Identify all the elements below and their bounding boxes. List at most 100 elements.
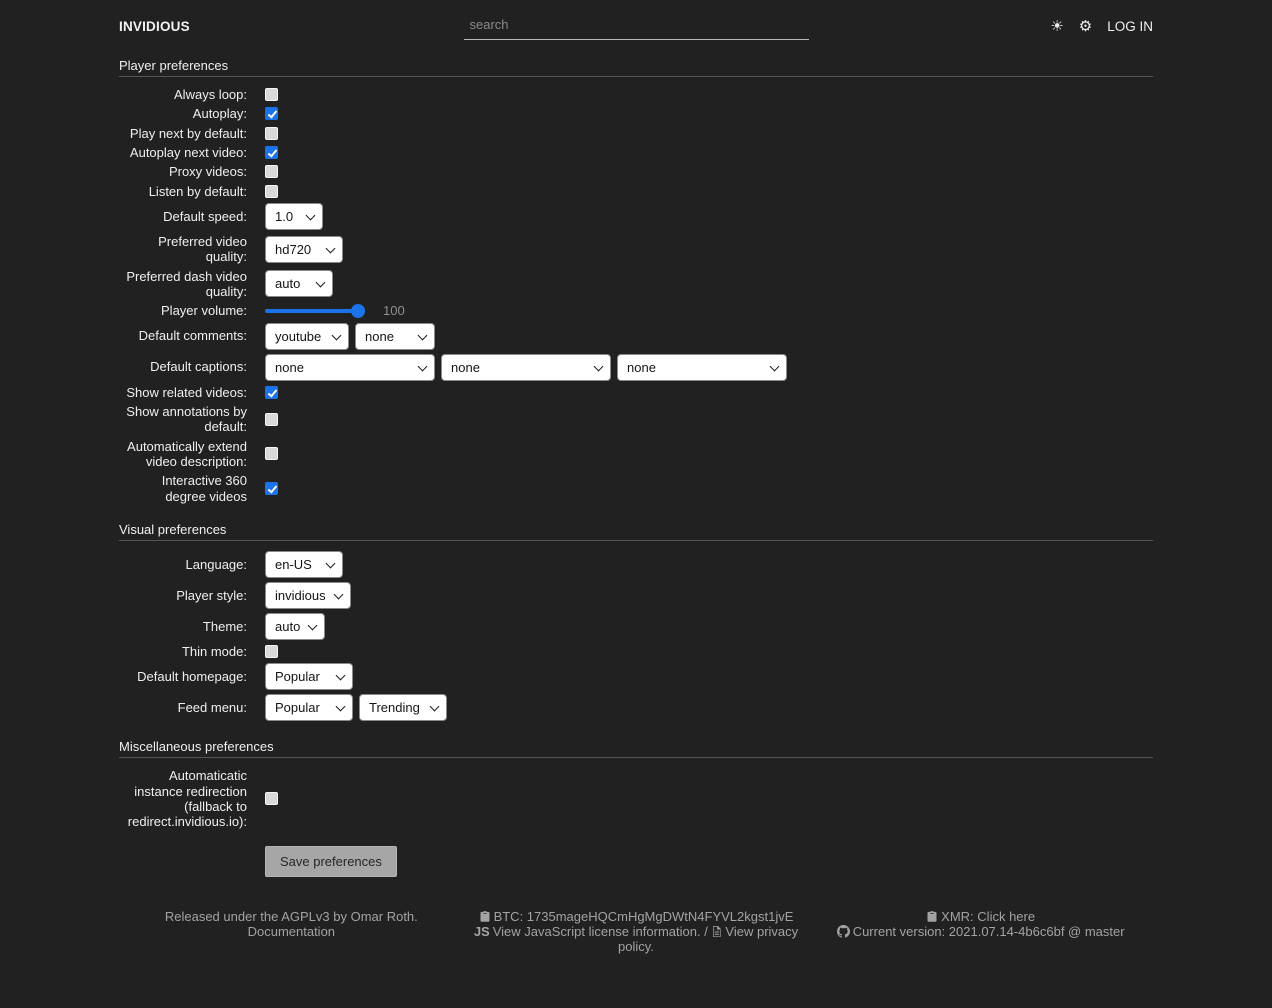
xmr-click-here-link[interactable]: Click here bbox=[977, 908, 1036, 924]
github-icon[interactable] bbox=[836, 924, 853, 939]
js-license-link[interactable]: View JavaScript license information. bbox=[492, 923, 701, 939]
js-icon: JS bbox=[473, 923, 490, 939]
row-default-speed: Default speed: 1.0 bbox=[119, 202, 1153, 230]
footer-left: Released under the AGPLv3 by Omar Roth. … bbox=[119, 909, 464, 954]
sun-icon[interactable]: ☀ bbox=[1050, 18, 1064, 35]
row-autoplay-next: Autoplay next video: bbox=[119, 145, 1153, 160]
xmr-label: XMR: bbox=[941, 908, 978, 924]
section-title-player: Player preferences bbox=[119, 58, 229, 73]
autoplay-next-label: Autoplay next video: bbox=[129, 144, 247, 160]
gear-icon[interactable]: ⚙ bbox=[1078, 18, 1093, 35]
thin-mode-checkbox[interactable] bbox=[265, 645, 278, 659]
annotations-checkbox[interactable] bbox=[265, 412, 278, 426]
feed-menu-label: Feed menu: bbox=[177, 700, 247, 716]
autoplay-checkbox[interactable] bbox=[265, 107, 278, 121]
listen-default-checkbox[interactable] bbox=[265, 184, 278, 198]
default-homepage-label: Default homepage: bbox=[137, 669, 247, 685]
footer: Released under the AGPLv3 by Omar Roth. … bbox=[119, 909, 1153, 974]
row-dash-quality: Preferred dash video quality: auto bbox=[119, 269, 1153, 300]
player-volume-slider[interactable] bbox=[265, 308, 365, 313]
dash-quality-label: Preferred dash video quality: bbox=[126, 268, 247, 299]
row-theme: Theme: auto bbox=[119, 612, 1153, 640]
row-proxy-videos: Proxy videos: bbox=[119, 164, 1153, 179]
row-video-quality: Preferred video quality: hd720 bbox=[119, 234, 1153, 265]
version-label: Current version: bbox=[852, 923, 949, 939]
row-extend-desc: Automatically extend video description: bbox=[119, 439, 1153, 470]
row-feed-menu: Feed menu: Popular Trending bbox=[119, 694, 1153, 722]
default-comments-select-2[interactable]: none bbox=[355, 322, 435, 350]
footer-middle: BTC: 1735mageHQCmHgMgDWtN4FYVL2kgst1jvE … bbox=[464, 909, 809, 954]
play-next-checkbox[interactable] bbox=[265, 126, 278, 140]
language-label: Language: bbox=[185, 556, 247, 572]
row-default-captions: Default captions: none none none bbox=[119, 353, 1153, 381]
version-link[interactable]: 2021.07.14-4b6c6bf @ master bbox=[948, 923, 1125, 939]
release-text: Released under the AGPLv3 by Omar Roth. bbox=[164, 908, 418, 924]
extend-desc-checkbox[interactable] bbox=[265, 447, 278, 461]
player-volume-label: Player volume: bbox=[161, 303, 247, 319]
default-captions-select-2[interactable]: none bbox=[441, 353, 611, 381]
play-next-label: Play next by default: bbox=[129, 125, 247, 141]
related-videos-checkbox[interactable] bbox=[265, 385, 278, 399]
always-loop-label: Always loop: bbox=[174, 87, 247, 102]
listen-default-label: Listen by default: bbox=[148, 183, 247, 199]
search-input[interactable] bbox=[463, 13, 809, 40]
row-language: Language: en-US bbox=[119, 550, 1153, 578]
row-default-comments: Default comments: youtube none bbox=[119, 322, 1153, 350]
autoplay-next-checkbox[interactable] bbox=[265, 146, 278, 160]
divider bbox=[119, 757, 1153, 759]
row-autoplay: Autoplay: bbox=[119, 106, 1153, 121]
divider bbox=[119, 539, 1153, 541]
row-player-volume: Player volume: 100 bbox=[119, 303, 1153, 318]
row-annotations: Show annotations by default: bbox=[119, 404, 1153, 435]
proxy-videos-label: Proxy videos: bbox=[168, 164, 247, 180]
default-captions-label: Default captions: bbox=[150, 359, 247, 375]
row-player-style: Player style: invidious bbox=[119, 581, 1153, 609]
section-title-visual: Visual preferences bbox=[119, 521, 227, 537]
auto-redirect-checkbox[interactable] bbox=[265, 792, 278, 806]
brand-logo[interactable]: INVIDIOUS bbox=[119, 19, 190, 34]
row-vr-mode: Interactive 360 degree videos bbox=[119, 473, 1153, 504]
auto-redirect-label: Automaticatic instance redirection (fall… bbox=[127, 768, 247, 830]
row-always-loop: Always loop: bbox=[119, 87, 1153, 102]
default-speed-select[interactable]: 1.0 bbox=[265, 202, 323, 230]
header: INVIDIOUS ☀ ⚙ LOG IN bbox=[119, 0, 1153, 40]
row-listen-default: Listen by default: bbox=[119, 184, 1153, 199]
default-captions-select-3[interactable]: none bbox=[617, 353, 787, 381]
always-loop-checkbox[interactable] bbox=[265, 88, 278, 102]
btc-address: BTC: 1735mageHQCmHgMgDWtN4FYVL2kgst1jvE bbox=[493, 908, 794, 924]
proxy-videos-checkbox[interactable] bbox=[265, 165, 278, 179]
vr-mode-checkbox[interactable] bbox=[265, 482, 278, 496]
extend-desc-label: Automatically extend video description: bbox=[127, 438, 247, 469]
documentation-link[interactable]: Documentation bbox=[247, 923, 336, 939]
privacy-policy-link[interactable]: View privacy policy. bbox=[618, 923, 799, 954]
footer-right: XMR: Click here Current version: 2021.07… bbox=[808, 909, 1153, 954]
section-title-misc: Miscellaneous preferences bbox=[119, 739, 274, 755]
language-select[interactable]: en-US bbox=[265, 550, 343, 578]
video-quality-select[interactable]: hd720 bbox=[265, 235, 343, 263]
video-quality-label: Preferred video quality: bbox=[158, 233, 247, 265]
feed-menu-select-1[interactable]: Popular bbox=[265, 694, 353, 722]
default-homepage-select[interactable]: Popular bbox=[265, 663, 353, 691]
related-videos-label: Show related videos: bbox=[126, 384, 247, 400]
default-speed-label: Default speed: bbox=[163, 208, 247, 224]
vr-mode-label: Interactive 360 degree videos bbox=[161, 473, 247, 504]
autoplay-label: Autoplay: bbox=[192, 106, 247, 122]
save-preferences-button[interactable]: Save preferences bbox=[265, 845, 397, 877]
dash-quality-select[interactable]: auto bbox=[265, 270, 333, 298]
row-default-homepage: Default homepage: Popular bbox=[119, 663, 1153, 691]
page-container: INVIDIOUS ☀ ⚙ LOG IN Player preferences … bbox=[119, 0, 1153, 974]
feed-menu-select-2[interactable]: Trending bbox=[359, 694, 447, 722]
thin-mode-label: Thin mode: bbox=[181, 643, 247, 659]
clipboard-icon[interactable] bbox=[479, 909, 494, 924]
login-link[interactable]: LOG IN bbox=[1107, 19, 1153, 34]
divider bbox=[119, 76, 1153, 77]
row-thin-mode: Thin mode: bbox=[119, 644, 1153, 659]
default-captions-select-1[interactable]: none bbox=[265, 353, 435, 381]
default-comments-label: Default comments: bbox=[138, 328, 247, 344]
theme-select[interactable]: auto bbox=[265, 612, 325, 640]
row-auto-redirect: Automaticatic instance redirection (fall… bbox=[119, 768, 1153, 829]
document-icon[interactable] bbox=[711, 924, 725, 939]
default-comments-select-1[interactable]: youtube bbox=[265, 322, 349, 350]
player-style-select[interactable]: invidious bbox=[265, 581, 351, 609]
clipboard-icon[interactable] bbox=[926, 909, 941, 924]
